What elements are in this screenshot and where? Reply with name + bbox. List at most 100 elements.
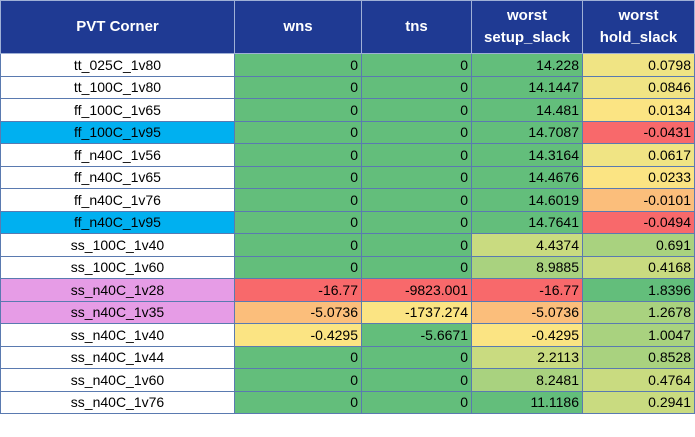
table-row[interactable]: ss_n40C_1v76 0 0 11.1186 0.2941 <box>0 390 695 414</box>
wns-cell[interactable]: -5.0736 <box>234 300 362 324</box>
pvt-corner-cell[interactable]: ss_n40C_1v44 <box>0 345 235 369</box>
pvt-corner-cell[interactable]: tt_025C_1v80 <box>0 53 235 77</box>
header-worst-hold-slack[interactable]: worst hold_slack <box>582 0 695 54</box>
tns-cell[interactable]: 0 <box>361 390 472 414</box>
setup-slack-cell[interactable]: 14.7087 <box>471 120 583 144</box>
pvt-corner-cell[interactable]: ff_n40C_1v65 <box>0 165 235 189</box>
setup-slack-cell[interactable]: 14.6019 <box>471 188 583 212</box>
hold-slack-cell[interactable]: -0.0431 <box>582 120 695 144</box>
table-row[interactable]: ss_n40C_1v28 -16.77 -9823.001 -16.77 1.8396 <box>0 278 695 302</box>
wns-cell[interactable]: 0 <box>234 75 362 99</box>
hold-slack-cell[interactable]: 0.691 <box>582 233 695 257</box>
pvt-corner-cell[interactable]: ff_n40C_1v56 <box>0 143 235 167</box>
table-row[interactable]: ss_100C_1v60 0 0 8.9885 0.4168 <box>0 255 695 279</box>
wns-cell[interactable]: 0 <box>234 255 362 279</box>
setup-slack-cell[interactable]: -16.77 <box>471 278 583 302</box>
hold-slack-cell[interactable]: 0.4168 <box>582 255 695 279</box>
table-row[interactable]: ss_n40C_1v40 -0.4295 -5.6671 -0.4295 1.0047 <box>0 323 695 347</box>
tns-cell[interactable]: -5.6671 <box>361 323 472 347</box>
wns-cell[interactable]: -0.4295 <box>234 323 362 347</box>
wns-cell[interactable]: 0 <box>234 345 362 369</box>
hold-slack-cell[interactable]: 0.0846 <box>582 75 695 99</box>
table-row[interactable]: ff_100C_1v95 0 0 14.7087 -0.0431 <box>0 120 695 144</box>
setup-slack-cell[interactable]: 14.481 <box>471 98 583 122</box>
pvt-corner-cell[interactable]: tt_100C_1v80 <box>0 75 235 99</box>
hold-slack-cell[interactable]: 0.0134 <box>582 98 695 122</box>
tns-cell[interactable]: 0 <box>361 75 472 99</box>
setup-slack-cell[interactable]: 14.1447 <box>471 75 583 99</box>
setup-slack-cell[interactable]: 11.1186 <box>471 390 583 414</box>
setup-slack-cell[interactable]: 2.2113 <box>471 345 583 369</box>
setup-slack-cell[interactable]: 8.9885 <box>471 255 583 279</box>
wns-cell[interactable]: 0 <box>234 390 362 414</box>
tns-cell[interactable]: 0 <box>361 53 472 77</box>
hold-slack-cell[interactable]: 1.8396 <box>582 278 695 302</box>
setup-slack-cell[interactable]: 14.7641 <box>471 210 583 234</box>
hold-slack-cell[interactable]: 1.2678 <box>582 300 695 324</box>
tns-cell[interactable]: 0 <box>361 368 472 392</box>
tns-cell[interactable]: 0 <box>361 120 472 144</box>
wns-cell[interactable]: 0 <box>234 98 362 122</box>
tns-cell[interactable]: 0 <box>361 345 472 369</box>
setup-slack-cell[interactable]: -0.4295 <box>471 323 583 347</box>
header-wns[interactable]: wns <box>234 0 362 54</box>
table-row[interactable]: ff_n40C_1v56 0 0 14.3164 0.0617 <box>0 143 695 167</box>
setup-slack-cell[interactable]: 14.228 <box>471 53 583 77</box>
wns-cell[interactable]: 0 <box>234 165 362 189</box>
tns-cell[interactable]: 0 <box>361 143 472 167</box>
pvt-corner-cell[interactable]: ss_100C_1v40 <box>0 233 235 257</box>
hold-slack-cell[interactable]: -0.0101 <box>582 188 695 212</box>
pvt-corner-cell[interactable]: ff_n40C_1v76 <box>0 188 235 212</box>
tns-cell[interactable]: -9823.001 <box>361 278 472 302</box>
tns-cell[interactable]: 0 <box>361 98 472 122</box>
pvt-corner-cell[interactable]: ss_n40C_1v35 <box>0 300 235 324</box>
tns-cell[interactable]: 0 <box>361 255 472 279</box>
tns-cell[interactable]: 0 <box>361 210 472 234</box>
pvt-corner-cell[interactable]: ss_n40C_1v60 <box>0 368 235 392</box>
table-row[interactable]: tt_025C_1v80 0 0 14.228 0.0798 <box>0 53 695 77</box>
wns-cell[interactable]: 0 <box>234 188 362 212</box>
header-worst-setup-slack[interactable]: worst setup_slack <box>471 0 583 54</box>
tns-cell[interactable]: 0 <box>361 165 472 189</box>
setup-slack-cell[interactable]: 14.4676 <box>471 165 583 189</box>
hold-slack-cell[interactable]: 0.0233 <box>582 165 695 189</box>
wns-cell[interactable]: 0 <box>234 53 362 77</box>
table-row[interactable]: ss_n40C_1v60 0 0 8.2481 0.4764 <box>0 368 695 392</box>
tns-cell[interactable]: 0 <box>361 233 472 257</box>
wns-cell[interactable]: 0 <box>234 210 362 234</box>
wns-cell[interactable]: 0 <box>234 368 362 392</box>
pvt-corner-cell[interactable]: ss_n40C_1v28 <box>0 278 235 302</box>
setup-slack-cell[interactable]: -5.0736 <box>471 300 583 324</box>
hold-slack-cell[interactable]: 0.0617 <box>582 143 695 167</box>
wns-cell[interactable]: 0 <box>234 233 362 257</box>
hold-slack-cell[interactable]: 1.0047 <box>582 323 695 347</box>
hold-slack-cell[interactable]: 0.4764 <box>582 368 695 392</box>
pvt-corner-cell[interactable]: ff_100C_1v95 <box>0 120 235 144</box>
table-row[interactable]: ss_n40C_1v35 -5.0736 -1737.274 -5.0736 1.267… <box>0 300 695 324</box>
pvt-corner-cell[interactable]: ff_n40C_1v95 <box>0 210 235 234</box>
hold-slack-cell[interactable]: 0.8528 <box>582 345 695 369</box>
header-tns[interactable]: tns <box>361 0 472 54</box>
hold-slack-cell[interactable]: 0.2941 <box>582 390 695 414</box>
setup-slack-cell[interactable]: 4.4374 <box>471 233 583 257</box>
table-row[interactable]: ss_n40C_1v44 0 0 2.2113 0.8528 <box>0 345 695 369</box>
hold-slack-cell[interactable]: 0.0798 <box>582 53 695 77</box>
pvt-corner-cell[interactable]: ff_100C_1v65 <box>0 98 235 122</box>
table-row[interactable]: ff_n40C_1v65 0 0 14.4676 0.0233 <box>0 165 695 189</box>
table-row[interactable]: ss_100C_1v40 0 0 4.4374 0.691 <box>0 233 695 257</box>
setup-slack-cell[interactable]: 8.2481 <box>471 368 583 392</box>
wns-cell[interactable]: -16.77 <box>234 278 362 302</box>
table-row[interactable]: tt_100C_1v80 0 0 14.1447 0.0846 <box>0 75 695 99</box>
pvt-corner-cell[interactable]: ss_100C_1v60 <box>0 255 235 279</box>
tns-cell[interactable]: 0 <box>361 188 472 212</box>
setup-slack-cell[interactable]: 14.3164 <box>471 143 583 167</box>
pvt-corner-cell[interactable]: ss_n40C_1v76 <box>0 390 235 414</box>
header-pvt-corner[interactable]: PVT Corner <box>0 0 235 54</box>
wns-cell[interactable]: 0 <box>234 143 362 167</box>
table-row[interactable]: ff_n40C_1v95 0 0 14.7641 -0.0494 <box>0 210 695 234</box>
table-row[interactable]: ff_100C_1v65 0 0 14.481 0.0134 <box>0 98 695 122</box>
pvt-corner-cell[interactable]: ss_n40C_1v40 <box>0 323 235 347</box>
hold-slack-cell[interactable]: -0.0494 <box>582 210 695 234</box>
wns-cell[interactable]: 0 <box>234 120 362 144</box>
table-row[interactable]: ff_n40C_1v76 0 0 14.6019 -0.0101 <box>0 188 695 212</box>
